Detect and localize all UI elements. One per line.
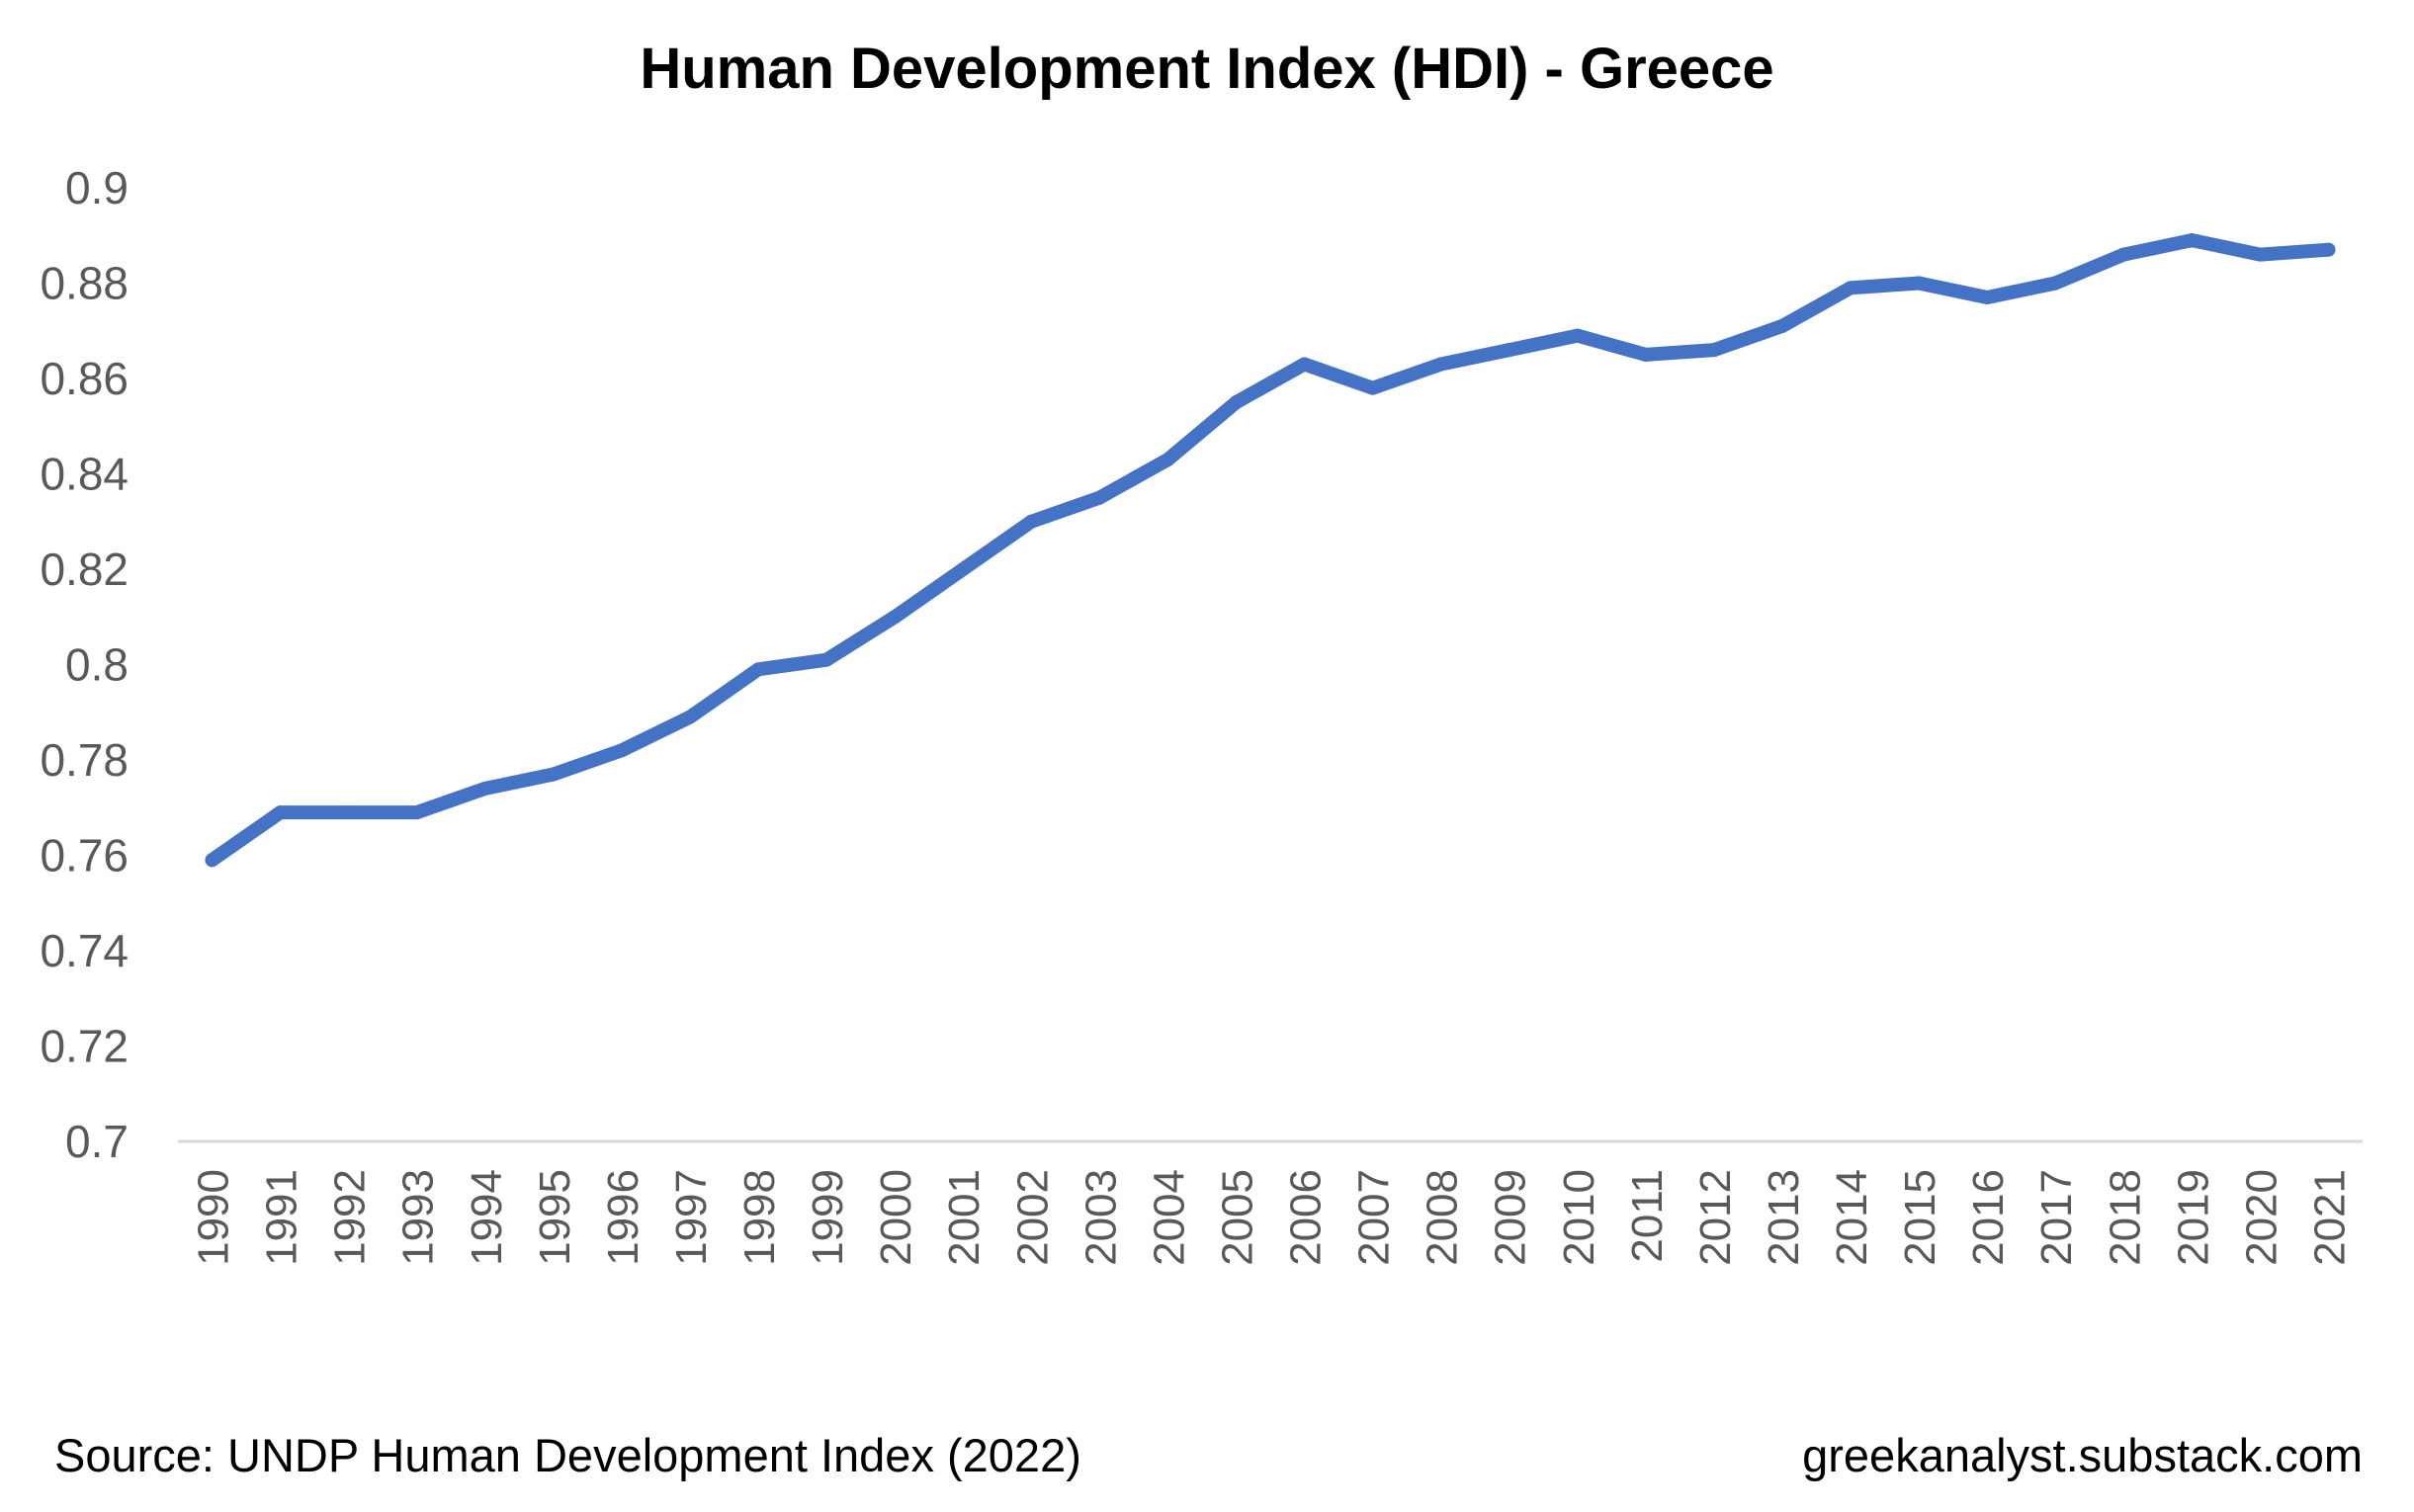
data-point	[1365, 380, 1380, 395]
x-tick-label: 2018	[2101, 1169, 2149, 1266]
data-point	[2253, 247, 2268, 262]
data-point	[1092, 490, 1107, 505]
data-point	[1570, 328, 1585, 343]
data-points	[205, 233, 2336, 868]
data-point	[1297, 357, 1312, 372]
x-tick-label: 2005	[1213, 1169, 1261, 1266]
y-tick-label: 0.84	[40, 449, 129, 500]
x-tick-label: 2011	[1623, 1169, 1672, 1263]
data-point	[1024, 514, 1039, 529]
data-point	[751, 662, 766, 677]
x-tick-label: 2017	[2032, 1169, 2081, 1266]
hdi-series-line	[205, 233, 2336, 868]
y-tick-label: 0.76	[40, 830, 129, 882]
data-point	[2116, 247, 2131, 262]
data-point	[2048, 276, 2063, 291]
y-tick-label: 0.8	[65, 639, 129, 691]
data-point	[1912, 276, 1927, 291]
data-point	[614, 743, 629, 758]
y-tick-label: 0.88	[40, 258, 129, 309]
data-point	[1433, 357, 1448, 372]
data-point	[477, 781, 492, 796]
x-tick-label: 2012	[1691, 1169, 1740, 1266]
x-tick-label: 1999	[804, 1169, 852, 1266]
data-point	[273, 805, 288, 820]
data-point	[1844, 281, 1858, 295]
data-point	[1161, 453, 1175, 467]
data-point	[888, 610, 903, 625]
data-point	[546, 767, 560, 782]
data-point	[1706, 343, 1721, 358]
y-tick-label: 0.9	[65, 162, 129, 213]
x-tick-label: 1995	[531, 1169, 579, 1266]
x-tick-label: 2016	[1964, 1169, 2013, 1266]
data-point	[956, 562, 971, 576]
data-point	[682, 710, 697, 724]
x-tick-label: 2020	[2237, 1169, 2285, 1266]
data-point	[1502, 343, 1516, 358]
source-note: Source: UNDP Human Development Index (20…	[54, 1429, 1081, 1481]
x-tick-label: 2019	[2169, 1169, 2217, 1266]
x-tick-label: 2010	[1555, 1169, 1603, 1266]
x-tick-label: 2004	[1145, 1169, 1193, 1266]
x-axis: 1990 1991 1992 1993 1994 1995 1996 1997 1998 1999…	[190, 1169, 2355, 1266]
data-point	[1774, 318, 1789, 333]
site-credit: greekanalyst.substack.com	[1802, 1429, 2363, 1481]
x-tick-label: 1991	[258, 1169, 306, 1266]
x-tick-label: 1998	[735, 1169, 784, 1266]
data-point	[2321, 242, 2336, 257]
x-tick-label: 2009	[1487, 1169, 1535, 1266]
x-tick-label: 2002	[1008, 1169, 1057, 1266]
x-tick-label: 2013	[1760, 1169, 1808, 1266]
data-point	[205, 853, 219, 868]
x-tick-label: 2021	[2305, 1169, 2354, 1266]
x-tick-label: 1993	[394, 1169, 443, 1266]
y-tick-label: 0.74	[40, 925, 129, 976]
x-tick-label: 1992	[326, 1169, 375, 1266]
x-tick-label: 2007	[1350, 1169, 1399, 1266]
y-tick-label: 0.72	[40, 1021, 129, 1072]
x-tick-label: 2015	[1896, 1169, 1944, 1266]
x-tick-label: 1990	[190, 1169, 238, 1266]
x-tick-label: 2003	[1077, 1169, 1125, 1266]
x-tick-label: 2014	[1828, 1169, 1876, 1266]
data-point	[1638, 347, 1653, 362]
x-tick-label: 2006	[1282, 1169, 1331, 1266]
y-tick-label: 0.86	[40, 353, 129, 404]
y-tick-label: 0.78	[40, 734, 129, 786]
y-tick-label: 0.7	[65, 1116, 129, 1167]
data-point	[1229, 395, 1244, 410]
x-tick-label: 2000	[872, 1169, 920, 1266]
data-point	[409, 805, 424, 820]
x-tick-label: 2008	[1419, 1169, 1467, 1266]
x-tick-label: 1994	[463, 1169, 511, 1266]
data-point	[819, 652, 834, 667]
chart-title: Human Development Index (HDI) - Greece	[640, 37, 1774, 101]
y-tick-label: 0.82	[40, 544, 129, 595]
data-point	[2185, 233, 2199, 248]
x-tick-label: 1997	[667, 1169, 716, 1266]
data-point	[1980, 290, 1995, 304]
x-tick-label: 2001	[940, 1169, 989, 1266]
data-point	[341, 805, 356, 820]
y-axis: 0.9 0.88 0.86 0.84 0.82 0.8 0.78 0.76 0.74 0.72 0.…	[40, 162, 129, 1167]
x-tick-label: 1996	[599, 1169, 647, 1266]
